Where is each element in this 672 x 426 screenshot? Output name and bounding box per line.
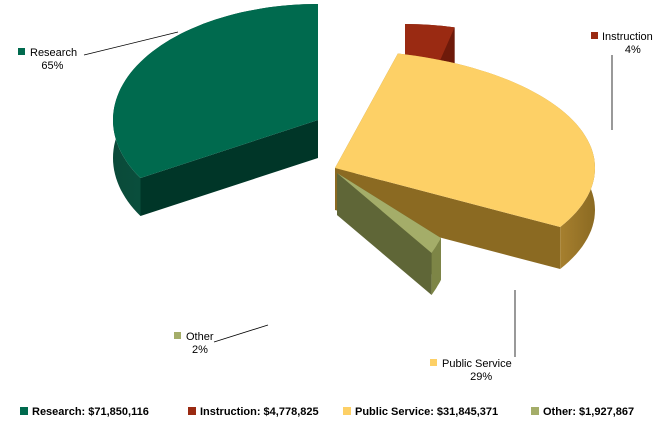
callout-swatch xyxy=(18,48,25,55)
legend: Research: $71,850,116 Instruction: $4,778… xyxy=(20,406,634,418)
legend-label: Public Service: $31,845,371 xyxy=(355,406,498,418)
pie-slices xyxy=(113,4,595,295)
slice-top-public-service xyxy=(335,53,595,227)
callout-name: Instruction xyxy=(602,31,653,43)
callout-percent: 65% xyxy=(41,60,63,72)
callout-name: Research xyxy=(30,47,77,59)
leader-line xyxy=(83,31,179,56)
callout-swatch xyxy=(591,32,598,39)
slice-public-service xyxy=(335,53,595,269)
legend-swatch xyxy=(188,407,196,415)
legend-swatch xyxy=(531,407,539,415)
legend-item-public-service: Public Service: $31,845,371 xyxy=(343,406,498,418)
slice-top-other xyxy=(337,173,441,253)
legend-label: Instruction: $4,778,825 xyxy=(200,406,319,418)
slice-research xyxy=(113,4,318,216)
callout-swatch xyxy=(174,332,181,339)
callout-percent: 4% xyxy=(625,44,641,56)
slice-wall-research xyxy=(140,120,318,216)
legend-item-research: Research: $71,850,116 xyxy=(20,406,149,418)
callout-swatch xyxy=(430,359,437,366)
leader-line xyxy=(213,324,269,343)
slice-top-research xyxy=(113,4,318,178)
callout-percent: 2% xyxy=(192,344,208,356)
legend-swatch xyxy=(20,407,28,415)
slice-wall-public-service xyxy=(335,168,561,269)
legend-item-instruction: Instruction: $4,778,825 xyxy=(188,406,319,418)
callout-name: Public Service xyxy=(442,358,512,370)
legend-item-other: Other: $1,927,867 xyxy=(531,406,634,418)
legend-swatch xyxy=(343,407,351,415)
callout-percent: 29% xyxy=(470,371,492,383)
slice-other xyxy=(337,173,441,295)
legend-label: Research: $71,850,116 xyxy=(32,406,149,418)
legend-label: Other: $1,927,867 xyxy=(543,406,634,418)
slice-rim-other xyxy=(431,238,441,295)
slice-wall-other xyxy=(337,173,432,295)
callout-name: Other xyxy=(186,331,214,343)
